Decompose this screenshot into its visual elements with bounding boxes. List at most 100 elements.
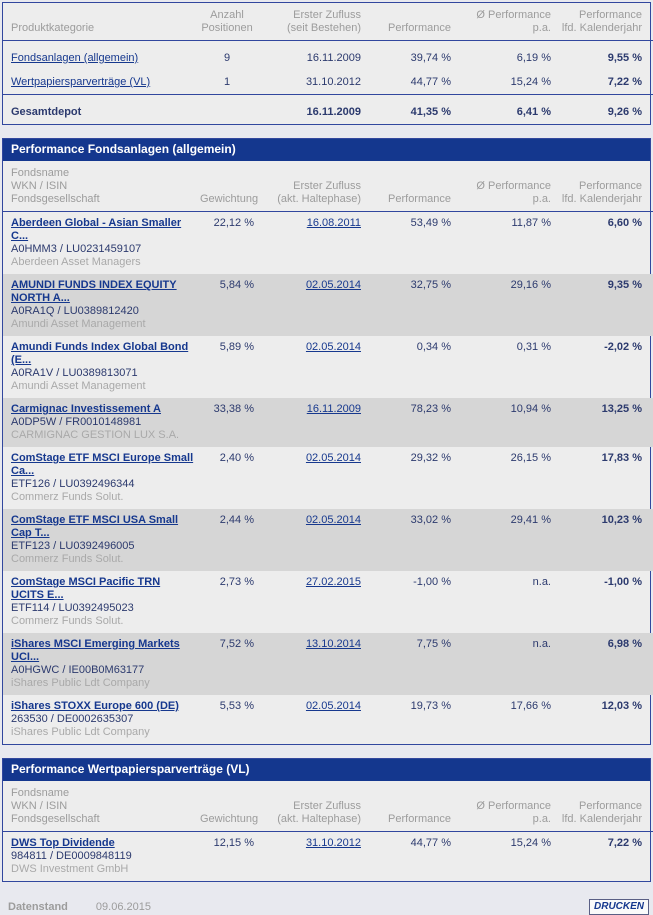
fund-wkn-isin: A0DP5W / FR0010148981: [11, 416, 142, 428]
header-gewichtung: Gewichtung: [198, 161, 258, 212]
fund-inflow-link[interactable]: 02.05.2014: [305, 514, 361, 526]
fund-row: ComStage MSCI Pacific TRN UCITS E... ETF…: [3, 571, 653, 633]
fund-company: CARMIGNAC GESTION LUX S.A.: [11, 429, 180, 441]
fund-row: DWS Top Dividende 984811 / DE0009848119 …: [3, 832, 653, 882]
funds-vl-table: Fondsname WKN / ISIN Fondsgesellschaft Gew…: [3, 781, 653, 881]
inflow-value: 16.11.2009: [306, 52, 361, 64]
header-performance-pa: Ø Performance p.a.: [453, 161, 553, 212]
fund-performance: 7,75 %: [416, 638, 451, 650]
fund-row: iShares STOXX Europe 600 (DE) 263530 / D…: [3, 695, 653, 744]
fund-wkn-isin: A0HGWC / IE00B0M63177: [11, 664, 145, 676]
header-anzahl-positionen: Anzahl Positionen: [198, 3, 256, 41]
fund-inflow-link[interactable]: 16.11.2009: [306, 403, 361, 415]
fund-name-link[interactable]: ComStage MSCI Pacific TRN UCITS E...: [11, 576, 161, 601]
fund-row: ComStage ETF MSCI Europe Small Ca... ETF…: [3, 447, 653, 509]
fund-performance-ytd: 13,25 %: [601, 403, 642, 415]
inflow-value: 31.10.2012: [305, 76, 361, 88]
fund-performance-ytd: 9,35 %: [607, 279, 642, 291]
fund-header-row: Fondsname WKN / ISIN Fondsgesellschaft Gew…: [3, 781, 653, 832]
fund-wkn-isin: A0RA1Q / LU0389812420: [11, 305, 139, 317]
fund-wkn-isin: ETF126 / LU0392496344: [11, 478, 135, 490]
total-inflow: 16.11.2009: [256, 94, 363, 124]
header-erster-zufluss: Erster Zufluss (seit Bestehen): [256, 3, 363, 41]
fund-wkn-isin: A0HMM3 / LU0231459107: [11, 243, 142, 255]
performance-ytd-value: 7,22 %: [607, 76, 642, 88]
fund-performance-ytd: 10,23 %: [601, 514, 642, 526]
fund-company: Commerz Funds Solut.: [11, 615, 124, 627]
header-fondsname: Fondsname WKN / ISIN Fondsgesellschaft: [3, 781, 198, 832]
fund-performance-ytd: 6,98 %: [607, 638, 642, 650]
fund-wkn-isin: 263530 / DE0002635307: [11, 713, 134, 725]
fund-performance: -1,00 %: [413, 576, 451, 588]
fund-name-link[interactable]: DWS Top Dividende: [11, 837, 115, 849]
fund-wkn-isin: 984811 / DE0009848119: [11, 850, 132, 862]
fund-weight: 2,40 %: [219, 452, 254, 464]
fund-name-link[interactable]: ComStage ETF MSCI USA Small Cap T...: [11, 514, 179, 539]
fund-company: Amundi Asset Management: [11, 380, 146, 392]
fund-header-row: Fondsname WKN / ISIN Fondsgesellschaft Gew…: [3, 161, 653, 212]
fund-inflow-link[interactable]: 27.02.2015: [305, 576, 361, 588]
fund-name-link[interactable]: Carmignac Investissement A: [11, 403, 161, 415]
fund-row: ComStage ETF MSCI USA Small Cap T... ETF…: [3, 509, 653, 571]
fund-performance-ytd: 12,03 %: [601, 700, 642, 712]
fund-inflow-link[interactable]: 16.08.2011: [306, 217, 361, 229]
print-button[interactable]: DRUCKEN: [589, 899, 649, 915]
fund-weight: 5,53 %: [219, 700, 254, 712]
fund-inflow-link[interactable]: 02.05.2014: [305, 341, 361, 353]
fund-inflow-link[interactable]: 31.10.2012: [305, 837, 361, 849]
fund-weight: 2,44 %: [219, 514, 254, 526]
summary-row: Wertpapiersparverträge (VL) 1 31.10.2012…: [3, 70, 653, 95]
fund-performance: 29,32 %: [410, 452, 451, 464]
header-erster-zufluss: Erster Zufluss (akt. Haltephase): [256, 161, 363, 212]
header-performance-pa: Ø Performance p.a.: [453, 781, 553, 832]
fund-performance-pa: n.a.: [532, 576, 551, 588]
fund-wkn-isin: ETF114 / LU0392495023: [11, 602, 134, 614]
funds-general-panel: Performance Fondsanlagen (allgemein) Fon…: [2, 138, 653, 745]
fund-weight: 5,84 %: [219, 279, 254, 291]
category-link[interactable]: Wertpapiersparverträge (VL): [11, 76, 151, 88]
header-performance-ytd: Performance lfd. Kalenderjahr: [553, 161, 653, 212]
header-performance-ytd: Performance lfd. Kalenderjahr: [553, 781, 653, 832]
fund-performance: 44,77 %: [410, 837, 451, 849]
fund-name-link[interactable]: Aberdeen Global - Asian Smaller C...: [11, 217, 182, 242]
fund-performance-ytd: -2,02 %: [604, 341, 642, 353]
fund-inflow-link[interactable]: 02.05.2014: [305, 452, 361, 464]
fund-company: Commerz Funds Solut.: [11, 553, 124, 565]
total-positions: [198, 94, 256, 124]
fund-performance-ytd: 7,22 %: [607, 837, 642, 849]
fund-performance-pa: 10,94 %: [510, 403, 551, 415]
category-link[interactable]: Fondsanlagen (allgemein): [11, 52, 139, 64]
fund-name-link[interactable]: iShares MSCI Emerging Markets UCI...: [11, 638, 180, 663]
header-performance-pa: Ø Performance p.a.: [453, 3, 553, 41]
fund-inflow-link[interactable]: 13.10.2014: [305, 638, 361, 650]
fund-company: Aberdeen Asset Managers: [11, 256, 141, 268]
positions-value: 1: [223, 76, 231, 88]
fund-performance: 78,23 %: [410, 403, 451, 415]
header-fondsname: Fondsname WKN / ISIN Fondsgesellschaft: [3, 161, 198, 212]
fund-inflow-link[interactable]: 02.05.2014: [305, 279, 361, 291]
fund-row: iShares MSCI Emerging Markets UCI... A0H…: [3, 633, 653, 695]
fund-inflow-link[interactable]: 02.05.2014: [305, 700, 361, 712]
header-performance: Performance: [363, 781, 453, 832]
fund-name-link[interactable]: Amundi Funds Index Global Bond (E...: [11, 341, 189, 366]
funds-general-table: Fondsname WKN / ISIN Fondsgesellschaft Gew…: [3, 161, 653, 744]
fund-name-link[interactable]: iShares STOXX Europe 600 (DE): [11, 700, 179, 712]
fund-name-link[interactable]: AMUNDI FUNDS INDEX EQUITY NORTH A...: [11, 279, 177, 304]
total-performance-ytd: 9,26 %: [553, 94, 653, 124]
header-gewichtung: Gewichtung: [198, 781, 258, 832]
fund-performance-pa: 29,41 %: [510, 514, 551, 526]
fund-name-link[interactable]: ComStage ETF MSCI Europe Small Ca...: [11, 452, 194, 477]
fund-performance: 0,34 %: [416, 341, 451, 353]
fund-performance-ytd: -1,00 %: [604, 576, 642, 588]
fund-performance-ytd: 6,60 %: [607, 217, 642, 229]
datenstand-label: Datenstand: [8, 901, 68, 913]
header-produktkategorie: Produktkategorie: [3, 3, 198, 41]
datenstand-date: 09.06.2015: [95, 901, 151, 913]
fund-performance-pa: 17,66 %: [510, 700, 551, 712]
performance-value: 44,77 %: [410, 76, 451, 88]
performance-value: 39,74 %: [410, 52, 451, 64]
header-performance: Performance: [363, 3, 453, 41]
total-performance-pa: 6,41 %: [453, 94, 553, 124]
fund-performance-pa: 29,16 %: [510, 279, 551, 291]
section-title-wertpapiersparvertraege: Performance Wertpapiersparverträge (VL): [3, 759, 650, 781]
